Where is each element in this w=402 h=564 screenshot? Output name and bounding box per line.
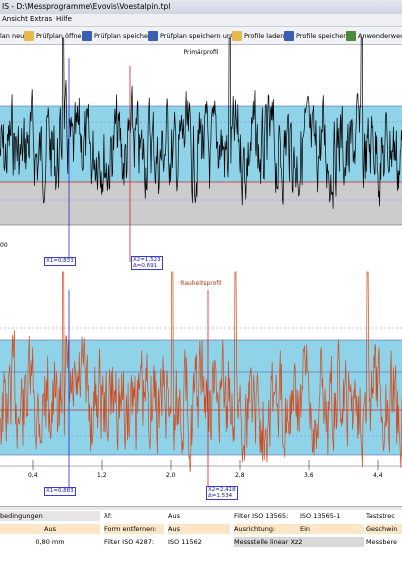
setting-speed-label: Geschwin [366,524,402,534]
setting-measure-range-label: Messbere [366,538,398,546]
save-profiles-label: Profile speichern [296,31,350,40]
profile-plots[interactable] [0,0,402,506]
menu-bar: Ansicht Extras Hilfe [0,14,402,27]
open-plan-button[interactable]: Prüfplan öffnen [24,29,86,42]
save-plan-label: Prüfplan speichern [94,31,155,40]
save-plan-as-button[interactable]: Prüfplan speichern unter [148,29,240,42]
window-title: IS - D:\Messprogramme\Evovis\Voestalpin.… [2,2,171,11]
save-disk-icon [82,30,92,41]
primary-profile-title: Primärprofil [183,49,219,56]
setting-probe-distance-label: Taststrec [366,512,395,520]
roughness-x-tick-label: 1,2 [97,472,107,479]
roughness-x-tick-label: 0,4 [28,472,38,479]
roughness-profile-title: Rauheitsprofil [180,280,222,287]
open-plan-label: Prüfplan öffnen [36,31,86,40]
plan-new-label: lan neu [0,31,25,40]
primary-lower-area [0,182,402,225]
setting-alignment-label: Ausrichtung: [234,524,300,534]
user-switch-button[interactable]: Anwenderwech [346,29,402,42]
roughness-x2-value: X2=2,418 [208,487,236,493]
panel-divider [0,506,402,510]
save-as-icon [148,30,158,41]
settings-panel: bedingungen λf: Aus Filter ISO 13565: IS… [0,506,402,564]
setting-measuring-point[interactable]: Messstelle linear Xz2 [234,537,364,547]
setting-lambda-f-label: λf: [104,512,113,520]
title-bar: IS - D:\Messprogramme\Evovis\Voestalpin.… [0,0,402,14]
setting-form-removal-label: Form entfernen: [104,524,164,534]
primary-x2-label: X2=1,523 Δ=0,691 [131,256,163,270]
roughness-delta-value: Δ=1,534 [208,493,233,499]
roughness-x-tick-label: 4,4 [373,472,383,479]
open-folder-icon [24,30,34,41]
load-profiles-label: Profile laden [244,31,285,40]
setting-lambda-f-value[interactable]: Aus [168,512,180,520]
plan-new-button[interactable]: lan neu [0,29,24,42]
load-profiles-button[interactable]: Profile laden [232,29,284,42]
save-disk-icon [284,30,294,41]
primary-x2-value: X2=1,523 [133,257,161,263]
setting-alignment-value[interactable]: Ein [300,524,364,534]
save-plan-as-label: Prüfplan speichern unter [160,31,241,40]
primary-delta-value: Δ=0,691 [133,263,158,269]
setting-filter-13565-label: Filter ISO 13565: [234,512,289,520]
menu-hilfe[interactable]: Hilfe [56,15,72,23]
setting-filter-4287-label: Filter ISO 4287: [104,538,155,546]
roughness-profile-line [0,271,402,473]
setting-filter-13565-value[interactable]: ISO 13565-1 [300,512,341,520]
user-switch-label: Anwenderwech [358,31,402,40]
menu-extras[interactable]: Extras [30,15,53,23]
primary-left-tick: 00 [0,242,8,249]
primary-profile-line [0,37,402,209]
setting-filter-4287-value[interactable]: ISO 11562 [168,538,202,546]
roughness-x-tick-label: 2,0 [166,472,176,479]
open-folder-icon [232,30,242,41]
setting-cutoff-value[interactable]: 0,80 mm [35,538,65,546]
roughness-x-tick-label: 2,8 [235,472,245,479]
setting-row2-value[interactable]: Aus [0,524,100,534]
user-switch-icon [346,30,356,41]
roughness-x1-label: X1=0,883 [44,487,76,496]
setting-form-removal-value[interactable]: Aus [168,524,230,534]
toolbar: lan neu Prüfplan öffnen Prüfplan speiche… [0,27,402,45]
setting-conditions-header: bedingungen [0,511,100,521]
roughness-x-tick-label: 3,6 [304,472,314,479]
save-profiles-button[interactable]: Profile speichern [284,29,350,42]
roughness-x2-label: X2=2,418 Δ=1,534 [206,486,238,500]
save-plan-button[interactable]: Prüfplan speichern [82,29,155,42]
primary-x1-label: X1=0,833 [44,257,76,266]
menu-ansicht[interactable]: Ansicht [2,15,28,23]
